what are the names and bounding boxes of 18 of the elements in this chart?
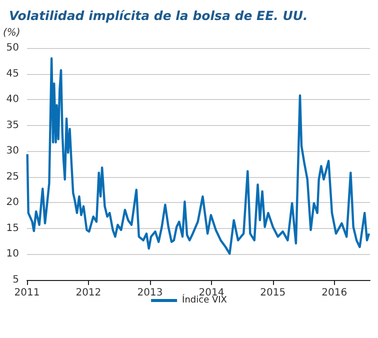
y-tick-label: 20 (6, 197, 19, 208)
y-tick-label: 40 (6, 94, 19, 106)
x-tick-label: 2016 (322, 288, 348, 298)
y-tick-label: 35 (6, 120, 19, 131)
x-tick-label: 2011 (14, 288, 40, 298)
y-tick-label: 25 (6, 171, 19, 182)
y-axis-title: (%) (3, 28, 20, 38)
y-tick-label: 10 (6, 248, 19, 260)
y-tick-label: 50 (6, 42, 19, 54)
x-tick-label: 2015 (260, 288, 286, 298)
line-series (26, 57, 370, 255)
x-tick-label: 2012 (76, 288, 102, 298)
y-tick-label: 15 (6, 222, 19, 234)
y-tick-label: 45 (6, 68, 19, 80)
chart-title: Volatilidad implícita de la bolsa de EE. UU. (9, 8, 308, 23)
x-tick-label: 2013 (137, 288, 163, 298)
y-tick-label: 5 (12, 274, 19, 286)
y-tick-label: 30 (6, 146, 19, 157)
